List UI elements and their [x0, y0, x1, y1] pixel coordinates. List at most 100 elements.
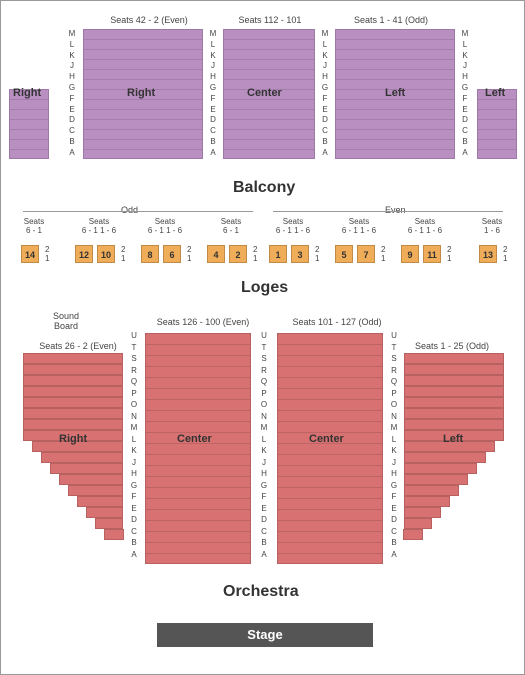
orch-section-center-right[interactable] — [277, 333, 383, 564]
orch-row-letter: U — [389, 331, 399, 340]
loge-box[interactable]: 6 — [163, 245, 181, 263]
balcony-row-letter: G — [460, 83, 470, 92]
orch-section-left[interactable] — [404, 485, 459, 496]
balcony-row-letter: G — [320, 83, 330, 92]
balcony-row-letter: L — [320, 40, 330, 49]
orch-section-left[interactable] — [403, 529, 423, 540]
balcony-section-right-end[interactable] — [9, 89, 49, 159]
loges-seats-label: Seats 1 - 6 — [477, 217, 507, 235]
loges-line-odd — [23, 211, 253, 212]
balcony-section-right[interactable] — [83, 29, 203, 159]
loges-title: Loges — [241, 279, 288, 297]
orch-section-center-left[interactable] — [145, 333, 251, 564]
balcony-section-center[interactable] — [223, 29, 315, 159]
balcony-row-letter: J — [460, 61, 470, 70]
balcony-row-letter: B — [67, 137, 77, 146]
loges-odd-label: Odd — [121, 205, 138, 215]
loge-box[interactable]: 8 — [141, 245, 159, 263]
orch-section-right[interactable] — [50, 463, 123, 474]
balcony-header-center: Seats 112 - 101 — [225, 15, 315, 25]
balcony-section-left[interactable] — [335, 29, 455, 159]
orch-section-right[interactable] — [77, 496, 123, 507]
orch-section-left[interactable] — [404, 408, 504, 419]
orch-section-left[interactable] — [404, 353, 504, 364]
orch-section-right[interactable] — [23, 397, 123, 408]
orch-section-left[interactable] — [404, 386, 504, 397]
orch-section-right[interactable] — [68, 485, 123, 496]
balcony-row-letter: D — [460, 115, 470, 124]
loge-box[interactable]: 1 — [269, 245, 287, 263]
balcony-header-odd: Seats 1 - 41 (Odd) — [331, 15, 451, 25]
loge-box[interactable]: 11 — [423, 245, 441, 263]
balcony-row-letter: C — [320, 126, 330, 135]
orch-section-left[interactable] — [404, 419, 504, 430]
balcony-row-letter: E — [460, 105, 470, 114]
orch-section-left[interactable] — [404, 430, 504, 441]
loge-box[interactable]: 13 — [479, 245, 497, 263]
orch-row-letter: T — [389, 343, 399, 352]
orch-section-right[interactable] — [32, 441, 123, 452]
orch-section-left[interactable] — [404, 375, 504, 386]
orch-section-right[interactable] — [23, 353, 123, 364]
orch-row-letter: G — [129, 481, 139, 490]
orch-row-letter: A — [129, 550, 139, 559]
orch-section-right[interactable] — [59, 474, 123, 485]
orch-row-letter: T — [129, 343, 139, 352]
balcony-row-letter: J — [320, 61, 330, 70]
orch-row-letter: M — [129, 423, 139, 432]
orch-section-right[interactable] — [23, 364, 123, 375]
balcony-row-letter: A — [208, 148, 218, 157]
orch-section-right[interactable] — [95, 518, 123, 529]
orch-row-letter: G — [389, 481, 399, 490]
orch-section-left[interactable] — [404, 463, 477, 474]
orch-row-letter: K — [389, 446, 399, 455]
orch-section-right[interactable] — [23, 430, 123, 441]
loge-box[interactable]: 2 — [229, 245, 247, 263]
orch-section-right[interactable] — [23, 419, 123, 430]
orch-section-left[interactable] — [404, 518, 432, 529]
orch-row-letter: T — [259, 343, 269, 352]
balcony-header-even: Seats 42 - 2 (Even) — [89, 15, 209, 25]
loge-box[interactable]: 10 — [97, 245, 115, 263]
orch-row-letter: P — [259, 389, 269, 398]
orch-section-left[interactable] — [404, 397, 504, 408]
loge-box[interactable]: 9 — [401, 245, 419, 263]
balcony-row-letter: H — [67, 72, 77, 81]
orch-row-letter: Q — [259, 377, 269, 386]
balcony-row-letter: B — [208, 137, 218, 146]
loge-row-num: 1 — [121, 254, 125, 263]
orch-section-left[interactable] — [404, 474, 468, 485]
orch-section-left[interactable] — [404, 507, 441, 518]
orch-section-left[interactable] — [404, 364, 504, 375]
loge-box[interactable]: 3 — [291, 245, 309, 263]
loges-seats-label: Seats 6 - 1 — [19, 217, 49, 235]
orch-row-letter: E — [389, 504, 399, 513]
balcony-row-letter: K — [460, 51, 470, 60]
orch-section-left[interactable] — [404, 496, 450, 507]
loge-box[interactable]: 5 — [335, 245, 353, 263]
balcony-section-left-end[interactable] — [477, 89, 517, 159]
orch-section-right[interactable] — [86, 507, 123, 518]
orch-row-letter: C — [259, 527, 269, 536]
orch-row-letter: C — [389, 527, 399, 536]
orch-row-letter: P — [389, 389, 399, 398]
orch-section-right[interactable] — [23, 408, 123, 419]
orch-section-left[interactable] — [404, 452, 486, 463]
loge-box[interactable]: 4 — [207, 245, 225, 263]
loge-box[interactable]: 14 — [21, 245, 39, 263]
balcony-row-letter: D — [208, 115, 218, 124]
orch-section-right[interactable] — [104, 529, 124, 540]
orch-section-right[interactable] — [23, 386, 123, 397]
orch-row-letter: Q — [389, 377, 399, 386]
loge-row-num: 2 — [121, 245, 125, 254]
orch-section-left[interactable] — [404, 441, 495, 452]
orch-section-right[interactable] — [41, 452, 123, 463]
orch-header-center-left: Seats 126 - 100 (Even) — [143, 317, 263, 327]
balcony-row-letter: H — [460, 72, 470, 81]
orch-section-right[interactable] — [23, 375, 123, 386]
loge-box[interactable]: 7 — [357, 245, 375, 263]
orch-row-letter: N — [259, 412, 269, 421]
orch-row-letter: F — [389, 492, 399, 501]
loge-box[interactable]: 12 — [75, 245, 93, 263]
balcony-row-letter: M — [67, 29, 77, 38]
